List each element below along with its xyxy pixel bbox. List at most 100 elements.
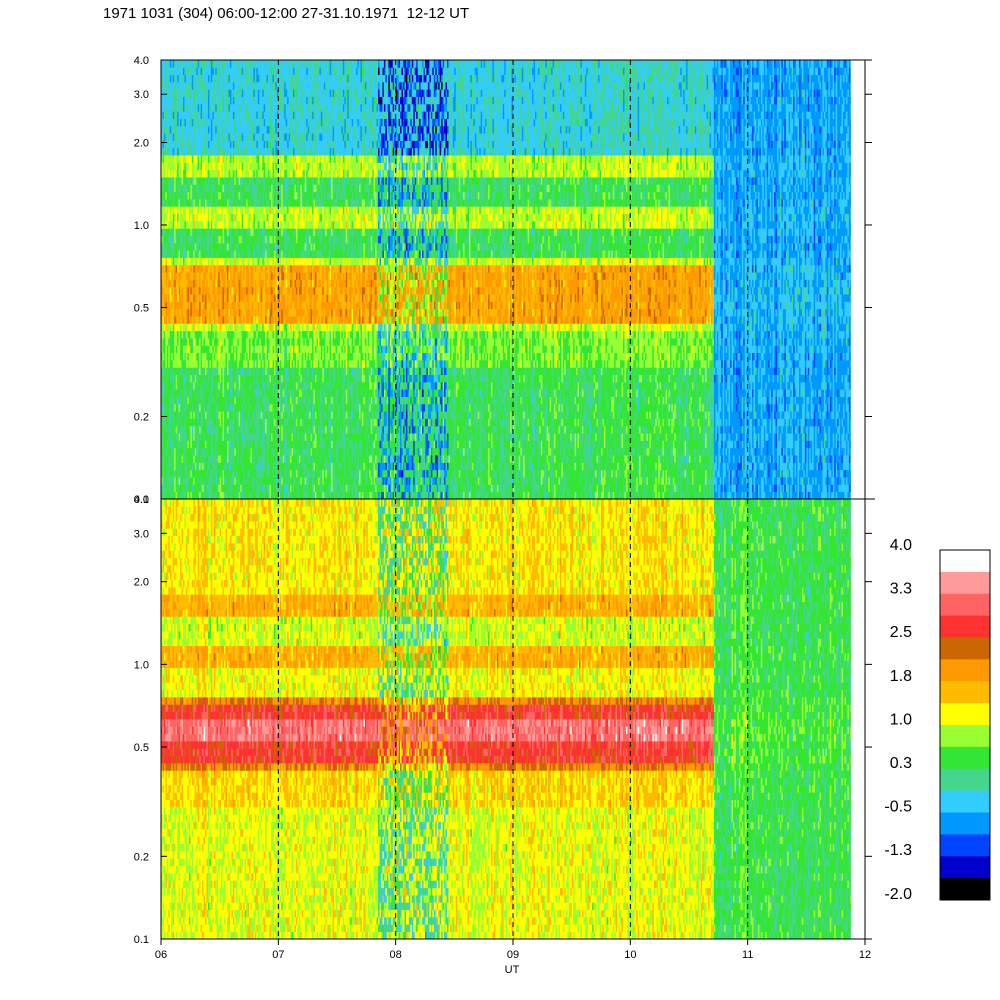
spectrogram-cell (187, 111, 190, 119)
spectrogram-cell (212, 316, 215, 324)
spectrogram-cell (221, 140, 223, 149)
spectrogram-cell (196, 67, 199, 76)
spectrogram-cell (161, 469, 163, 478)
spectrogram-cell (227, 213, 229, 222)
spectrogram-cell (194, 323, 197, 332)
spectrogram-cell (215, 228, 218, 236)
spectrogram-cell (227, 250, 229, 258)
spectrogram-cell (225, 403, 228, 412)
spectrogram-cell (171, 147, 174, 156)
spectrogram-cell (190, 264, 193, 273)
spectrogram-cell (161, 242, 163, 251)
spectrogram-cell (202, 133, 204, 141)
spectrogram-cell (215, 403, 218, 412)
spectrogram-cell (225, 111, 228, 119)
spectrogram-cell (188, 316, 191, 324)
spectrogram-cell (180, 169, 182, 178)
spectrogram-cell (194, 286, 197, 295)
spectrogram-cell (194, 228, 197, 236)
spectrogram-cell (177, 308, 179, 317)
spectrogram-cell (206, 352, 209, 361)
spectrogram-cell (191, 257, 194, 266)
spectrogram-cell (218, 199, 221, 207)
spectrogram-cell (229, 140, 232, 149)
spectrogram-cell (216, 169, 219, 178)
spectrogram-cell (193, 359, 196, 368)
spectrogram-cell (187, 250, 190, 258)
spectrogram-cell (215, 250, 218, 258)
spectrogram-cell (161, 359, 163, 368)
spectrogram-cell (202, 338, 204, 346)
spectrogram-cell (205, 374, 207, 383)
spectrogram-cell (229, 389, 232, 397)
spectrogram-cell (219, 477, 222, 485)
spectrogram-cell (219, 286, 222, 295)
spectrogram-cell (184, 103, 187, 112)
spectrogram-cell (161, 206, 163, 215)
spectrogram-cell (229, 425, 232, 434)
spectrogram-cell (175, 89, 178, 97)
spectrogram-cell (174, 220, 177, 229)
spectrogram-cell (213, 96, 216, 105)
spectrogram-cell (171, 323, 174, 332)
spectrogram-cell (166, 396, 169, 405)
spectrogram-cell (185, 96, 188, 105)
spectrogram-cell (205, 242, 207, 251)
spectrogram-cell (163, 389, 166, 397)
upper-spectrogram-panel (161, 60, 851, 499)
spectrogram-cell (212, 118, 215, 127)
spectrogram-cell (194, 103, 197, 112)
spectrogram-cell (229, 103, 232, 112)
spectrogram-cell (197, 162, 200, 171)
spectrogram-cell (193, 250, 196, 258)
spectrogram-cell (199, 74, 201, 83)
spectrogram-cell (228, 191, 231, 200)
spectrogram-cell (199, 60, 201, 68)
spectrogram-cell (187, 147, 190, 156)
spectrogram-cell (216, 338, 219, 346)
spectrogram-cell (180, 367, 182, 376)
spectrogram-cell (193, 199, 196, 207)
spectrogram-cell (169, 323, 172, 332)
spectrogram-cell (199, 367, 201, 376)
spectrogram-cell (203, 352, 206, 361)
spectrogram-cell (183, 418, 185, 427)
spectrogram-cell (224, 316, 226, 324)
spectrogram-cell (213, 60, 216, 68)
spectrogram-cell (203, 294, 206, 302)
spectrogram-cell (161, 330, 163, 339)
spectrogram-cell (175, 213, 178, 222)
spectrogram-cell (183, 199, 185, 207)
spectrogram-cell (215, 81, 218, 90)
spectrogram-cell (193, 242, 196, 251)
spectrogram-cell (168, 191, 171, 200)
spectrogram-cell (203, 118, 206, 127)
spectrogram-cell (171, 67, 174, 76)
spectrogram-cell (222, 469, 225, 478)
spectrogram-cell (162, 367, 165, 376)
spectrogram-cell (219, 294, 222, 302)
spectrogram-cell (163, 455, 166, 463)
spectrogram-cell (196, 455, 199, 463)
spectrogram-cell (162, 96, 165, 105)
spectrogram-cell (190, 352, 193, 361)
spectrogram-cell (202, 359, 204, 368)
spectrogram-cell (180, 118, 182, 127)
spectrogram-cell (163, 477, 166, 485)
spectrogram-cell (180, 279, 182, 288)
spectrogram-cell (165, 118, 168, 127)
spectrogram-cell (165, 425, 168, 434)
spectrogram-cell (177, 96, 179, 105)
spectrogram-cell (197, 235, 200, 244)
spectrogram-cell (178, 440, 181, 449)
spectrogram-cell (191, 491, 194, 499)
spectrogram-cell (162, 477, 165, 485)
spectrogram-cell (224, 418, 226, 427)
spectrogram-cell (163, 60, 166, 68)
spectrogram-cell (169, 411, 172, 419)
spectrogram-cell (169, 367, 172, 376)
spectrogram-cell (188, 403, 191, 412)
spectrogram-cell (215, 169, 218, 178)
spectrogram-cell (202, 308, 204, 317)
spectrogram-cell (205, 279, 207, 288)
